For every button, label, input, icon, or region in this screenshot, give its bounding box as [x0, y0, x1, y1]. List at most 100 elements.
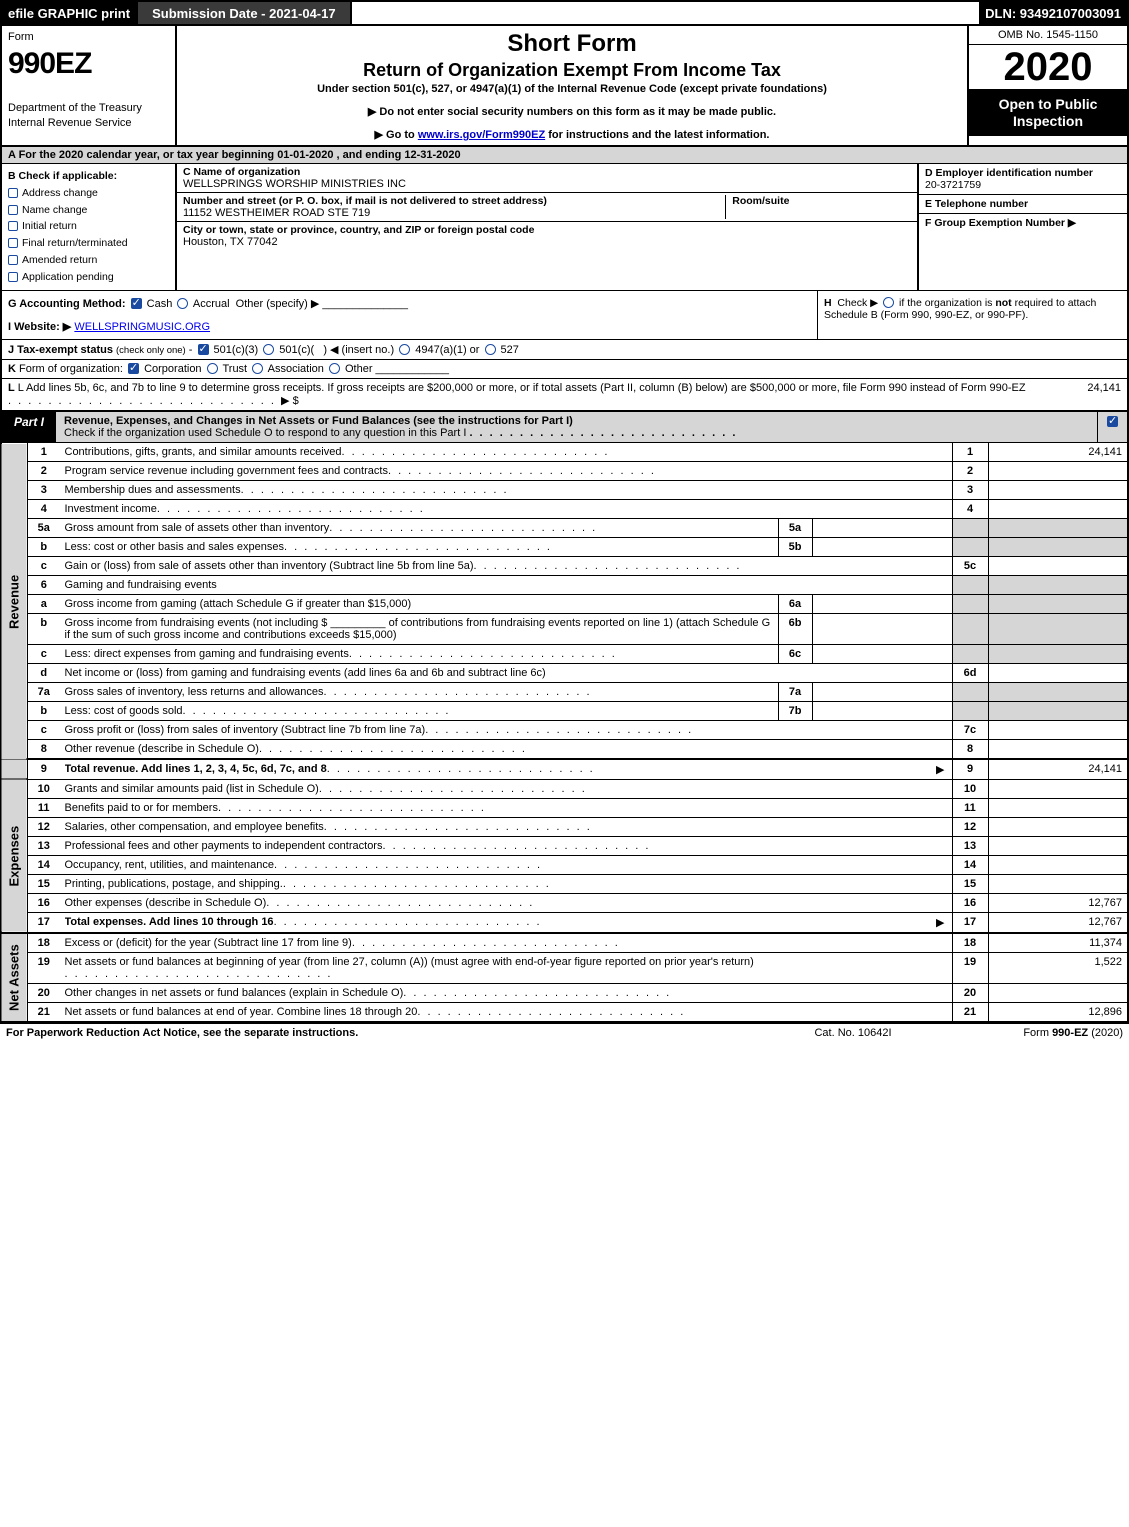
part-1-schedule-o-check	[1097, 412, 1127, 442]
public-inspection: Open to Public Inspection	[969, 90, 1127, 136]
line-2-value	[988, 461, 1128, 480]
line-16-value: 12,767	[988, 893, 1128, 912]
tax-year-range: A For the 2020 calendar year, or tax yea…	[0, 147, 1129, 164]
city-label: City or town, state or province, country…	[183, 224, 911, 236]
chk-cash[interactable]	[131, 298, 142, 309]
note2-post: for instructions and the latest informat…	[545, 129, 769, 141]
part-1-header: Part I Revenue, Expenses, and Changes in…	[0, 412, 1129, 443]
submission-date: Submission Date - 2021-04-17	[138, 2, 352, 24]
chk-application-pending[interactable]: Application pending	[8, 269, 169, 286]
box-h-schedule-b: H Check ▶ if the organization is not req…	[817, 291, 1127, 339]
chk-final-return[interactable]: Final return/terminated	[8, 235, 169, 252]
accounting-method-line: G Accounting Method: Cash Accrual Other …	[8, 297, 811, 310]
dln-label: DLN: 93492107003091	[979, 2, 1127, 24]
org-name: WELLSPRINGS WORSHIP MINISTRIES INC	[183, 178, 911, 190]
chk-trust[interactable]	[207, 363, 218, 374]
form-header: Form 990EZ Department of the Treasury In…	[0, 26, 1129, 147]
chk-address-change[interactable]: Address change	[8, 185, 169, 202]
subtitle: Under section 501(c), 527, or 4947(a)(1)…	[185, 83, 959, 95]
revenue-side-label: Revenue	[1, 443, 28, 759]
website-line: I Website: ▶ WELLSPRINGMUSIC.ORG	[8, 320, 811, 333]
line-5a-desc: Gross amount from sale of assets other t…	[65, 522, 330, 534]
city-value: Houston, TX 77042	[183, 236, 911, 248]
line-16-desc: Other expenses (describe in Schedule O)	[65, 897, 267, 909]
line-17-desc: Total expenses. Add lines 10 through 16	[65, 916, 274, 929]
line-21-value: 12,896	[988, 1002, 1128, 1022]
line-14-desc: Occupancy, rent, utilities, and maintena…	[65, 859, 275, 871]
topbar-spacer	[352, 2, 980, 24]
line-10-desc: Grants and similar amounts paid (list in…	[65, 783, 319, 795]
catalog-number: Cat. No. 10642I	[763, 1027, 943, 1039]
line-5b-desc: Less: cost or other basis and sales expe…	[65, 541, 285, 553]
efile-label[interactable]: efile GRAPHIC print	[2, 2, 138, 24]
paperwork-notice: For Paperwork Reduction Act Notice, see …	[6, 1027, 763, 1039]
chk-527[interactable]	[485, 344, 496, 355]
address-value: 11152 WESTHEIMER ROAD STE 719	[183, 207, 719, 219]
part-1-title: Revenue, Expenses, and Changes in Net As…	[56, 412, 1097, 442]
box-def: D Employer identification number 20-3721…	[917, 164, 1127, 290]
address-label: Number and street (or P. O. box, if mail…	[183, 195, 719, 207]
form-id-box: Form 990EZ Department of the Treasury In…	[2, 26, 177, 145]
line-5a-midval	[812, 518, 952, 537]
line-7c-desc: Gross profit or (loss) from sales of inv…	[65, 724, 426, 736]
line-6b-desc: Gross income from fundraising events (no…	[60, 613, 779, 644]
line-9-value: 24,141	[988, 759, 1128, 780]
chk-501c[interactable]	[263, 344, 274, 355]
chk-4947a1[interactable]	[399, 344, 410, 355]
chk-accrual[interactable]	[177, 298, 188, 309]
part-1-subtitle: Check if the organization used Schedule …	[64, 427, 466, 439]
chk-initial-return[interactable]: Initial return	[8, 218, 169, 235]
expenses-side-label: Expenses	[1, 779, 28, 933]
line-5c-desc: Gain or (loss) from sale of assets other…	[65, 560, 474, 572]
line-l-text: L Add lines 5b, 6c, and 7b to line 9 to …	[18, 382, 1026, 394]
tax-exempt-status-row: J Tax-exempt status (check only one) - 5…	[0, 340, 1129, 360]
line-17-value: 12,767	[988, 912, 1128, 933]
arrow-icon: ▶ $	[281, 394, 299, 407]
chk-schedule-b[interactable]	[883, 297, 894, 308]
chk-part1-scho[interactable]	[1107, 416, 1118, 427]
ssn-warning: ▶ Do not enter social security numbers o…	[185, 105, 959, 118]
line-6-desc: Gaming and fundraising events	[60, 575, 953, 594]
line-18-value: 11,374	[988, 933, 1128, 953]
line-1-rnum: 1	[952, 443, 988, 462]
chk-other-org[interactable]	[329, 363, 340, 374]
g-label: G Accounting Method:	[8, 298, 126, 310]
box-b-checkboxes: B Check if applicable: Address change Na…	[2, 164, 177, 290]
form-code: 990EZ	[8, 44, 169, 83]
gross-receipts-row: L L Add lines 5b, 6c, and 7b to line 9 t…	[0, 379, 1129, 412]
line-1-value: 24,141	[988, 443, 1128, 462]
line-7b-desc: Less: cost of goods sold	[65, 705, 183, 717]
form-of-organization-row: K Form of organization: Corporation Trus…	[0, 360, 1129, 379]
line-6a-desc: Gross income from gaming (attach Schedul…	[65, 598, 412, 610]
net-assets-side-label: Net Assets	[1, 933, 28, 1022]
line-21-desc: Net assets or fund balances at end of ye…	[65, 1006, 418, 1018]
short-form-title: Short Form	[185, 30, 959, 58]
box-c-org: C Name of organization WELLSPRINGS WORSH…	[177, 164, 917, 290]
instructions-link-line: ▶ Go to www.irs.gov/Form990EZ for instru…	[185, 128, 959, 141]
tax-year: 2020	[969, 45, 1127, 90]
chk-amended-return[interactable]: Amended return	[8, 252, 169, 269]
chk-corporation[interactable]	[128, 363, 139, 374]
website-label: I Website: ▶	[8, 321, 71, 333]
org-name-label: C Name of organization	[183, 166, 911, 178]
chk-name-change[interactable]: Name change	[8, 202, 169, 219]
line-7a-desc: Gross sales of inventory, less returns a…	[65, 686, 324, 698]
line-12-desc: Salaries, other compensation, and employ…	[65, 821, 324, 833]
line-3-desc: Membership dues and assessments	[65, 484, 241, 496]
form-word: Form	[8, 30, 169, 44]
omb-year-box: OMB No. 1545-1150 2020 Open to Public In…	[967, 26, 1127, 145]
line-15-desc: Printing, publications, postage, and shi…	[65, 878, 283, 890]
line-1-num: 1	[28, 443, 60, 462]
website-link[interactable]: WELLSPRINGMUSIC.ORG	[74, 321, 210, 333]
group-exemption-label: F Group Exemption Number ▶	[925, 217, 1121, 229]
telephone-label: E Telephone number	[925, 198, 1121, 210]
main-title: Return of Organization Exempt From Incom…	[185, 60, 959, 81]
chk-501c3[interactable]	[198, 344, 209, 355]
chk-association[interactable]	[252, 363, 263, 374]
line-1-desc: Contributions, gifts, grants, and simila…	[65, 446, 342, 458]
room-suite-label: Room/suite	[732, 195, 911, 207]
irs-link[interactable]: www.irs.gov/Form990EZ	[418, 129, 545, 141]
accounting-schedule-row: G Accounting Method: Cash Accrual Other …	[0, 291, 1129, 340]
box-b-title: B Check if applicable:	[8, 168, 169, 185]
line-6d-desc: Net income or (loss) from gaming and fun…	[65, 667, 546, 679]
